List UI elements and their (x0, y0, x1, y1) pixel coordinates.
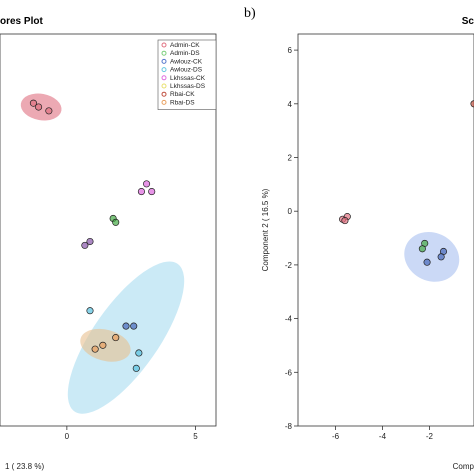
data-point (135, 349, 143, 357)
plot-frame (297, 33, 474, 427)
data-point (437, 253, 445, 261)
data-point (143, 180, 151, 188)
y-tick-label: 2 (288, 154, 293, 163)
data-point (86, 237, 94, 246)
data-point (130, 322, 138, 330)
x-tick-label: -2 (426, 432, 434, 441)
legend-box (157, 39, 217, 110)
y-axis-label: Component 2 ( 16.5 %) (261, 188, 270, 271)
y-tick-label: 0 (288, 207, 293, 216)
legend-marker (161, 50, 167, 56)
data-point (29, 99, 37, 107)
data-point (418, 245, 426, 253)
y-tick-label: -6 (285, 368, 293, 377)
chart-title: ores Plot (0, 16, 43, 27)
data-point (35, 103, 43, 111)
y-tick-label: 4 (288, 100, 293, 109)
data-point (91, 345, 99, 353)
x-axis-label: Comp (453, 462, 474, 471)
legend-label: Rbai-DS (170, 99, 195, 106)
data-point (112, 218, 120, 226)
legend-label: Awlouz-DS (170, 67, 203, 74)
y-tick-label: -4 (285, 315, 293, 324)
data-point (122, 322, 130, 330)
data-point (148, 188, 156, 196)
y-tick-label: -2 (285, 261, 293, 270)
legend-label: Admin-CK (170, 42, 200, 49)
legend-marker (161, 58, 167, 64)
data-point (86, 307, 94, 315)
legend-marker (161, 83, 167, 89)
legend-label: Awlouz-CK (170, 58, 203, 65)
confidence-ellipse (404, 231, 460, 282)
data-point (99, 341, 107, 349)
scores-plot-right: Sc -6 -4 -2 6 4 2 0 -2 -4 -6 -8 Comp Component 2 ( 16… (261, 16, 474, 471)
chart-title: Sc (462, 16, 474, 27)
x-tick-label: -6 (332, 432, 340, 441)
data-point (81, 241, 89, 249)
x-axis-label: 1 ( 23.8 %) (5, 462, 44, 471)
x-tick-label: 0 (65, 432, 70, 441)
plot-frame (0, 33, 217, 427)
legend-marker (161, 42, 167, 48)
legend-label: Lkhssas-CK (170, 75, 206, 82)
x-tick-label: -4 (379, 432, 387, 441)
data-point (423, 258, 431, 266)
data-point (45, 107, 53, 115)
data-point (341, 217, 349, 225)
data-point (137, 188, 145, 196)
data-point (132, 364, 140, 372)
legend-label: Admin-DS (170, 50, 200, 57)
confidence-ellipse (67, 261, 185, 414)
legend-marker (161, 67, 167, 73)
panel-letter-b: b) (244, 6, 256, 21)
data-point (112, 334, 120, 342)
legend-marker (161, 99, 167, 105)
x-tick-label: 5 (193, 432, 198, 441)
legend-label: Lkhssas-DS (170, 83, 206, 90)
legend-marker (161, 75, 167, 81)
legend-marker (161, 91, 167, 97)
y-tick-label: -8 (285, 422, 293, 431)
legend-label: Rbai-CK (170, 91, 195, 98)
y-tick-label: 6 (288, 46, 293, 55)
